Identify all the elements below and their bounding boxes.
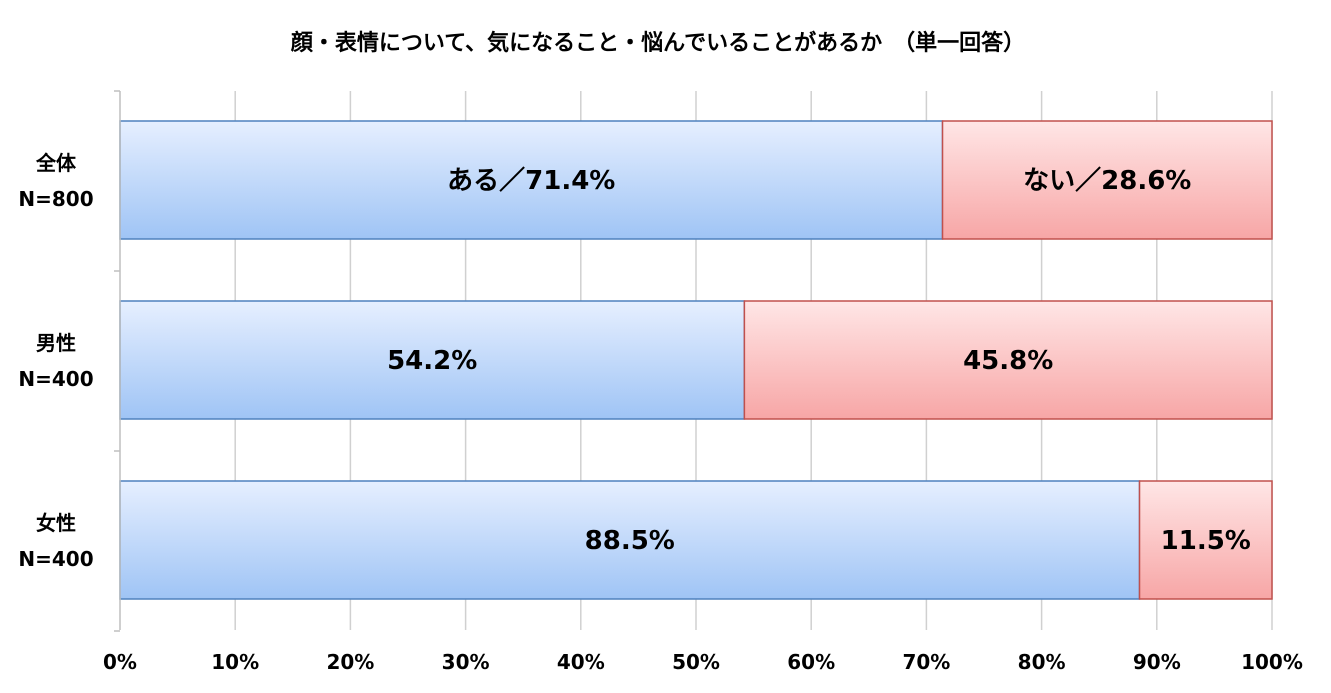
x-tick-label-5: 50% (672, 650, 720, 674)
x-tick-label-9: 90% (1133, 650, 1181, 674)
x-tick-label-8: 80% (1018, 650, 1066, 674)
x-tick-label-2: 20% (326, 650, 374, 674)
data-label-nai-0: ない／28.6% (1023, 166, 1191, 196)
axes: 全体 N=800 男性 N=400 女性 N=400 0% 10% 20% 30% 40% 50% 60… (18, 90, 1303, 674)
bar-labels: ある／71.4% ない／28.6% 54.2% 45.8% 88.5% 11.5% (387, 166, 1251, 556)
data-label-aru-0: ある／71.4% (447, 166, 615, 196)
x-tick-label-3: 30% (442, 650, 490, 674)
bar-aru-0 (119, 120, 944, 240)
data-label-nai-1: 45.8% (963, 346, 1053, 376)
bar-nai-2 (1138, 480, 1273, 600)
bars (119, 120, 1273, 600)
category-count-1: N=400 (18, 367, 93, 391)
x-tick-label-6: 60% (787, 650, 835, 674)
category-count-0: N=800 (18, 187, 93, 211)
x-tick-label-10: 100% (1241, 650, 1303, 674)
x-tick-label-4: 40% (557, 650, 605, 674)
data-label-aru-2: 88.5% (585, 526, 675, 556)
x-tick-label-1: 10% (211, 650, 259, 674)
bar-nai-0 (941, 120, 1273, 240)
x-tick-label-0: 0% (103, 650, 137, 674)
category-count-2: N=400 (18, 547, 93, 571)
bar-nai-1 (743, 300, 1273, 420)
category-label-1: 男性 (36, 331, 76, 355)
data-label-aru-1: 54.2% (387, 346, 477, 376)
x-tick-label-7: 70% (902, 650, 950, 674)
category-label-0: 全体 (35, 151, 77, 175)
chart-title: 顔・表情について、気になること・悩んでいることがあるか （単一回答） (290, 30, 1025, 56)
category-label-2: 女性 (36, 511, 76, 535)
data-label-nai-2: 11.5% (1161, 526, 1251, 556)
